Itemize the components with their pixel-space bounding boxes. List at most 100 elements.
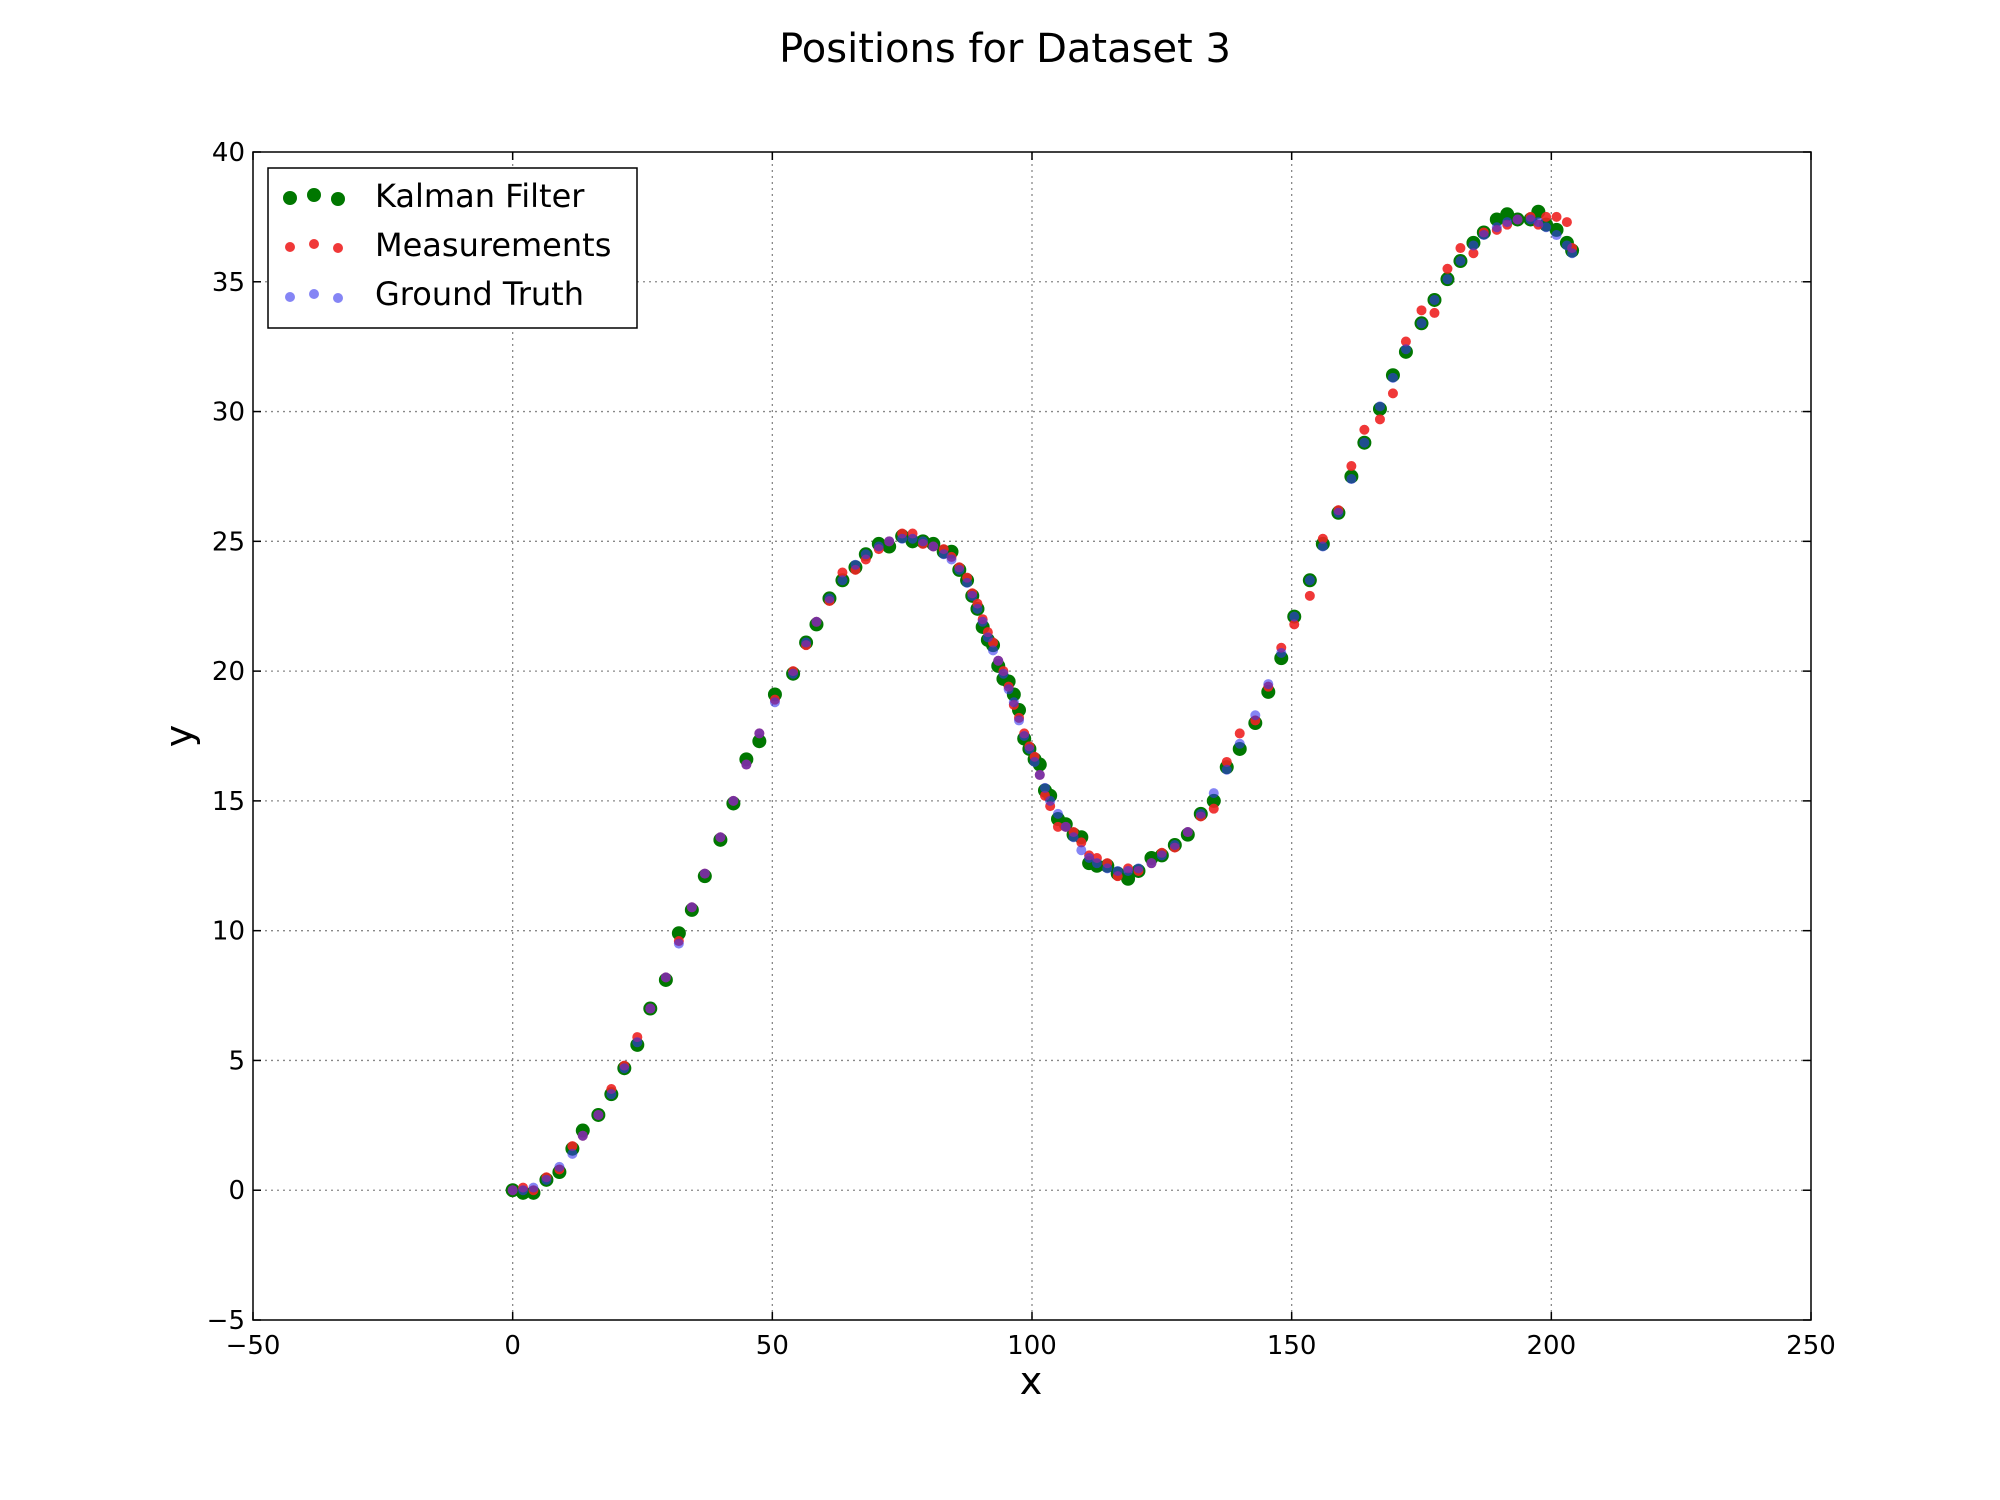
measurement-point xyxy=(1551,211,1562,222)
measurement-point xyxy=(1359,424,1370,435)
series-layer xyxy=(505,204,1580,1200)
ground-truth-point xyxy=(1502,217,1513,228)
legend-item-kalman-filter: Kalman Filter xyxy=(283,177,585,215)
chart-title: Positions for Dataset 3 xyxy=(779,26,1231,72)
y-tick-label: 15 xyxy=(212,787,245,817)
ground-truth-point xyxy=(660,972,671,983)
ground-truth-point xyxy=(645,1003,656,1014)
ground-truth-point xyxy=(788,668,799,679)
ground-truth-point xyxy=(1024,743,1035,754)
kalman-filter-point xyxy=(1500,207,1515,222)
ground-truth-point xyxy=(528,1182,539,1193)
y-tick-label: 30 xyxy=(212,398,245,428)
measurement-point xyxy=(1208,803,1219,814)
ground-truth-point xyxy=(1387,372,1398,383)
ground-truth-point xyxy=(541,1174,552,1185)
ground-truth-point xyxy=(967,590,978,601)
ground-truth-point xyxy=(686,902,697,913)
ground-truth-point xyxy=(1221,764,1232,775)
measurement-point xyxy=(1304,590,1315,601)
ground-truth-point xyxy=(1039,782,1050,793)
ground-truth-point xyxy=(728,795,739,806)
measurement-point xyxy=(567,1141,578,1152)
ground-truth-point xyxy=(606,1089,617,1100)
series-measurement xyxy=(507,211,1578,1196)
legend-label-ground-truth: Ground Truth xyxy=(375,275,584,313)
ground-truth-point xyxy=(1374,401,1385,412)
ground-truth-point xyxy=(1034,769,1045,780)
ground-truth-point xyxy=(1561,240,1572,251)
ground-truth-point xyxy=(1076,845,1087,856)
ground-truth-point xyxy=(1029,756,1040,767)
x-axis-label: x xyxy=(1020,1359,1043,1403)
y-tick-label: −5 xyxy=(207,1306,245,1336)
ground-truth-point xyxy=(1429,294,1440,305)
legend-frame xyxy=(267,167,638,329)
measurement-point xyxy=(1416,305,1427,316)
legend-marker-measurements xyxy=(285,242,295,252)
x-tick-label: 0 xyxy=(504,1331,521,1361)
measurement-point xyxy=(1442,263,1453,274)
measurement-point xyxy=(1541,211,1552,222)
ground-truth-point xyxy=(577,1130,588,1141)
ground-truth-point xyxy=(1551,230,1562,241)
ground-truth-point xyxy=(1359,437,1370,448)
legend-marker-ground-truth xyxy=(285,292,295,302)
kalman-filter-point xyxy=(671,926,686,941)
ground-truth-point xyxy=(619,1063,630,1074)
measurement-point xyxy=(1289,619,1300,630)
legend-marker-measurements xyxy=(309,239,319,249)
ground-truth-point xyxy=(1455,256,1466,267)
ground-truth-point xyxy=(824,593,835,604)
ground-truth-point xyxy=(928,541,939,552)
ground-truth-point xyxy=(1091,858,1102,869)
ground-truth-point xyxy=(837,575,848,586)
y-tick-label: 35 xyxy=(212,268,245,298)
x-tick-label: 100 xyxy=(1007,1331,1057,1361)
ground-truth-point xyxy=(1112,865,1123,876)
ground-truth-point xyxy=(850,559,861,570)
ground-truth-point xyxy=(897,533,908,544)
ground-truth-point xyxy=(1182,827,1193,838)
ground-truth-point xyxy=(769,697,780,708)
ground-truth-point xyxy=(673,938,684,949)
measurement-point xyxy=(1234,728,1245,739)
ground-truth-point xyxy=(1133,863,1144,874)
legend-marker-ground-truth xyxy=(333,293,343,303)
measurement-point xyxy=(1561,217,1572,228)
ground-truth-point xyxy=(1008,697,1019,708)
y-tick-label: 25 xyxy=(212,527,245,557)
ground-truth-point xyxy=(977,616,988,627)
ground-truth-point xyxy=(860,549,871,560)
ground-truth-point xyxy=(1014,715,1025,726)
ground-truth-point xyxy=(1195,808,1206,819)
kalman-filter-point xyxy=(1206,793,1221,808)
ground-truth-point xyxy=(1416,318,1427,329)
ground-truth-point xyxy=(801,637,812,648)
measurement-point xyxy=(1400,336,1411,347)
ground-truth-point xyxy=(1084,852,1095,863)
legend-label-kalman-filter: Kalman Filter xyxy=(375,177,585,215)
y-tick-label: 0 xyxy=(228,1176,245,1206)
legend-marker-kalman-filter xyxy=(331,192,345,206)
ground-truth-point xyxy=(1123,865,1134,876)
kalman-filter-point xyxy=(1121,871,1136,886)
ground-truth-point xyxy=(1478,230,1489,241)
ground-truth-point xyxy=(1333,507,1344,518)
ground-truth-point xyxy=(593,1109,604,1120)
ground-truth-point xyxy=(1234,738,1245,749)
ground-truth-point xyxy=(1541,222,1552,233)
ground-truth-point xyxy=(1263,679,1274,690)
legend-item-ground-truth: Ground Truth xyxy=(285,275,584,313)
ground-truth-point xyxy=(741,759,752,770)
ground-truth-point xyxy=(962,577,973,588)
x-tick-label: −50 xyxy=(226,1331,281,1361)
ground-truth-point xyxy=(1442,274,1453,285)
measurement-point xyxy=(1387,388,1398,399)
measurement-point xyxy=(1076,837,1087,848)
legend-marker-measurements xyxy=(333,243,343,253)
ground-truth-point xyxy=(982,632,993,643)
ground-truth-point xyxy=(1317,541,1328,552)
